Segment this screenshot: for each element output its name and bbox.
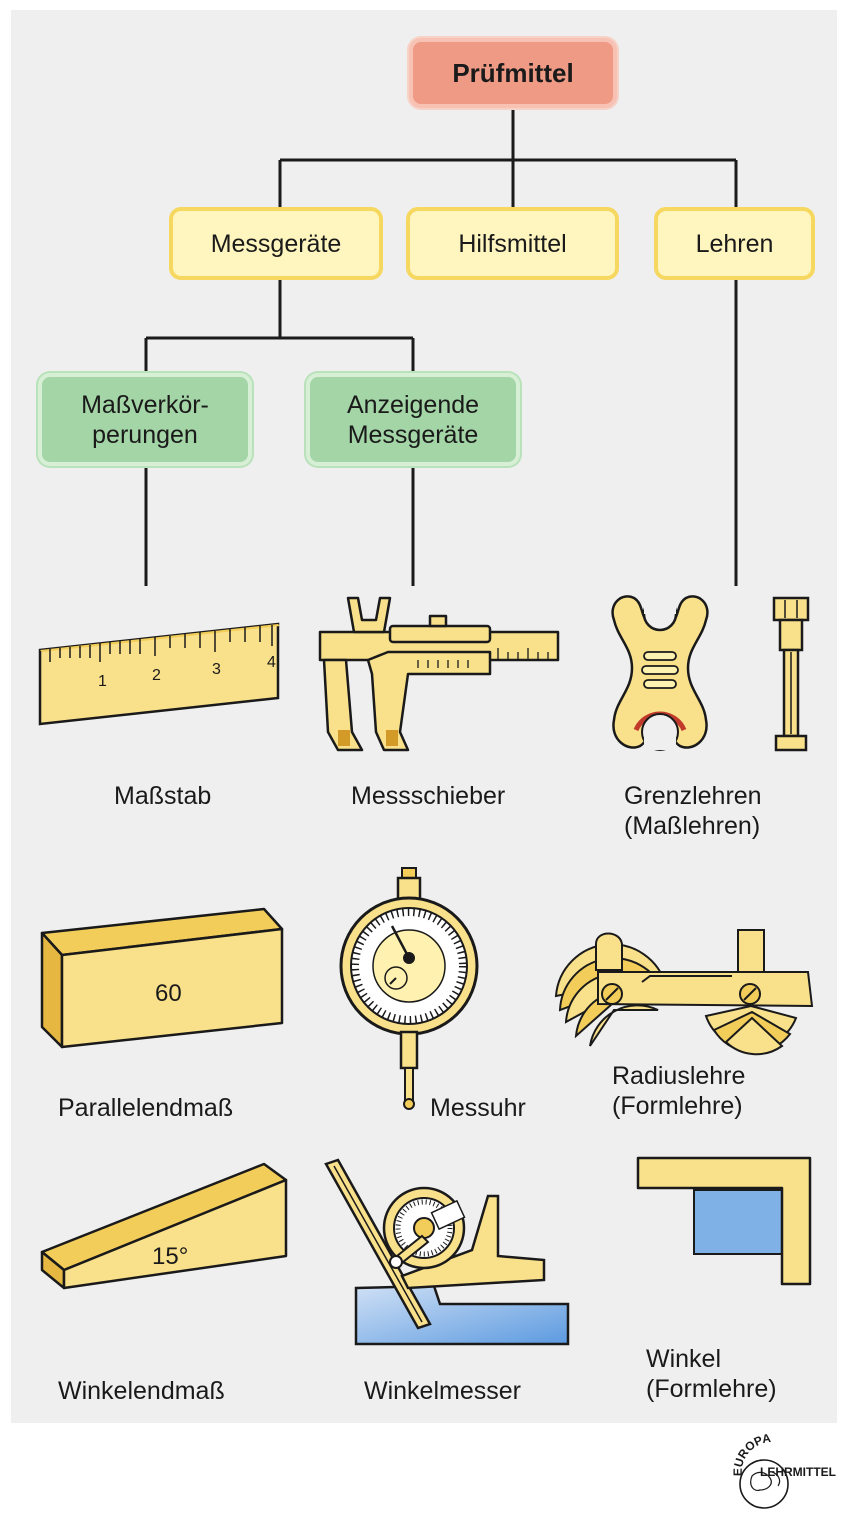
gauge-block-illustration: 60 [38, 905, 288, 1055]
label-parallelendmass: Parallelendmaß [58, 1093, 233, 1123]
node-hilfsmittel: Hilfsmittel [406, 207, 619, 280]
dial-gauge-illustration [338, 866, 478, 1118]
label-radiuslehre: Radiuslehre (Formlehre) [612, 1061, 745, 1121]
ruler-tick-1: 1 [98, 673, 107, 690]
label-grenzlehren: Grenzlehren (Maßlehren) [624, 781, 762, 841]
caliper-illustration [318, 590, 563, 760]
radius-gauge-illustration [546, 926, 816, 1058]
limit-gauges-illustration [604, 590, 819, 760]
europa-lehrmittel-logo: EUROPA LEHRMITTEL [730, 1432, 842, 1510]
label-massstab: Maßstab [114, 781, 211, 811]
protractor-illustration [322, 1156, 574, 1342]
ruler-tick-4: 4 [267, 654, 276, 671]
node-pruefmittel: Prüfmittel [409, 38, 617, 108]
label-winkel: Winkel (Formlehre) [646, 1344, 777, 1404]
label-messuhr: Messuhr [430, 1093, 526, 1123]
node-anzeigende-messgeraete: Anzeigende Messgeräte [306, 373, 520, 466]
label-winkelendmass: Winkelendmaß [58, 1376, 225, 1406]
label-messschieber: Messschieber [351, 781, 505, 811]
gauge-block-value: 60 [155, 980, 182, 1007]
angle-block-value: 15° [152, 1243, 188, 1270]
ruler-tick-3: 3 [212, 661, 221, 678]
logo-bottom-text: LEHRMITTEL [760, 1465, 836, 1479]
ruler-tick-2: 2 [152, 667, 161, 684]
square-illustration [636, 1154, 816, 1286]
node-lehren: Lehren [654, 207, 815, 280]
angle-block-illustration: 15° [38, 1160, 290, 1290]
node-messgeraete: Messgeräte [169, 207, 383, 280]
node-massverkoerperungen: Maßverkör- perungen [38, 373, 252, 466]
ruler-illustration: 1 2 3 4 [30, 610, 290, 730]
label-winkelmesser: Winkelmesser [364, 1376, 521, 1406]
